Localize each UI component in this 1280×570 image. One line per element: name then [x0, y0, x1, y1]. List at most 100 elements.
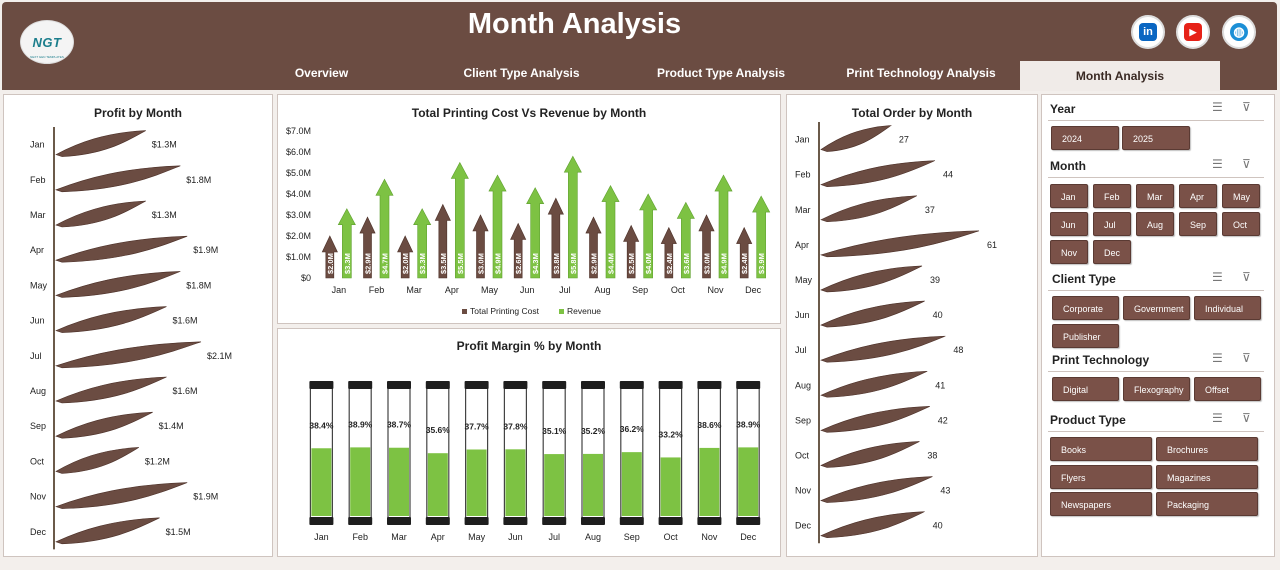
clear-filter-icon[interactable]: ⊽ [1242, 157, 1251, 171]
category-tick-label: Sep [795, 415, 811, 425]
month-chip[interactable]: Jul [1093, 212, 1131, 236]
multiselect-icon[interactable]: ☰ [1212, 411, 1223, 425]
revenue-data-label: $4.4M [607, 253, 616, 274]
x-tick-label: Oct [664, 532, 679, 542]
month-chip[interactable]: Jan [1050, 184, 1088, 208]
tab-print-technology-analysis[interactable]: Print Technology Analysis [846, 66, 996, 80]
category-tick-label: Jul [30, 351, 42, 361]
profit-bar [55, 411, 153, 439]
clear-filter-icon[interactable]: ⊽ [1242, 270, 1251, 284]
website-button[interactable]: ◍ [1222, 15, 1256, 49]
data-label: 38.6% [697, 420, 722, 430]
cost-data-label: $2.0M [401, 253, 410, 274]
margin-cap-bottom [387, 517, 411, 525]
product-type-chip[interactable]: Flyers [1050, 465, 1152, 489]
cost-bar [359, 216, 376, 279]
profit-bar [55, 376, 167, 404]
revenue-data-label: $5.8M [569, 253, 578, 274]
data-label: 37 [925, 205, 935, 215]
month-chip[interactable]: Aug [1136, 212, 1174, 236]
print-technology-slicer-title: Print Technology [1052, 353, 1150, 367]
data-label: 40 [933, 310, 943, 320]
cost-bar [397, 235, 414, 279]
x-tick-label: Mar [391, 532, 407, 542]
category-tick-label: Apr [30, 245, 44, 255]
profit-bar [55, 482, 188, 509]
client-type-chip[interactable]: Government [1123, 296, 1190, 320]
revenue-bar [413, 208, 432, 279]
print-technology-chip[interactable]: Digital [1052, 377, 1119, 401]
linkedin-button[interactable]: in [1131, 15, 1165, 49]
data-label: 37.8% [503, 421, 528, 431]
margin-cap-top [387, 381, 411, 389]
x-tick-label: Dec [745, 285, 762, 295]
x-tick-label: May [481, 285, 499, 295]
client-type-chip[interactable]: Corporate [1052, 296, 1119, 320]
tab-month-analysis[interactable]: Month Analysis [1020, 61, 1220, 91]
margin-cap-top [697, 381, 722, 389]
clear-filter-icon[interactable]: ⊽ [1242, 351, 1251, 365]
margin-cap-bottom [619, 517, 644, 525]
product-type-chip[interactable]: Brochures [1156, 437, 1258, 461]
month-chip[interactable]: Nov [1050, 240, 1088, 264]
multiselect-icon[interactable]: ☰ [1212, 351, 1223, 365]
revenue-bar [752, 195, 771, 279]
divider [1048, 120, 1264, 121]
month-chip[interactable]: Dec [1093, 240, 1131, 264]
year-chip[interactable]: 2025 [1122, 126, 1190, 150]
cost-data-label: $3.5M [439, 253, 448, 274]
revenue-bar [375, 178, 394, 279]
order-bar [820, 160, 936, 187]
month-chip[interactable]: Mar [1136, 184, 1174, 208]
order-bar [820, 195, 917, 223]
month-chip[interactable]: Oct [1222, 212, 1260, 236]
margin-cap-top [542, 381, 567, 389]
print-technology-chip[interactable]: Offset [1194, 377, 1261, 401]
category-tick-label: Feb [795, 170, 811, 180]
product-type-chip[interactable]: Packaging [1156, 492, 1258, 516]
revenue-data-label: $3.3M [418, 253, 427, 274]
data-label: $1.3M [152, 210, 177, 220]
y-tick-label: $1.0M [286, 252, 311, 262]
x-tick-label: Jul [548, 532, 560, 542]
month-chip[interactable]: May [1222, 184, 1260, 208]
year-chip[interactable]: 2024 [1051, 126, 1119, 150]
profit-bar [55, 341, 202, 369]
y-tick-label: $4.0M [286, 189, 311, 199]
youtube-button[interactable]: ▶ [1176, 15, 1210, 49]
revenue-data-label: $4.9M [720, 253, 729, 274]
category-tick-label: Dec [30, 527, 47, 537]
profit-margin-chart-title: Profit Margin % by Month [456, 339, 602, 353]
month-chip[interactable]: Feb [1093, 184, 1131, 208]
product-type-chip[interactable]: Magazines [1156, 465, 1258, 489]
tab-product-type-analysis[interactable]: Product Type Analysis [656, 66, 786, 80]
x-tick-label: Jul [559, 285, 571, 295]
month-chip[interactable]: Apr [1179, 184, 1217, 208]
order-bar [820, 300, 925, 328]
data-label: 35.6% [426, 425, 451, 435]
tab-client-type-analysis[interactable]: Client Type Analysis [463, 66, 580, 80]
client-type-chip[interactable]: Individual [1194, 296, 1261, 320]
x-tick-label: Feb [369, 285, 385, 295]
tab-overview[interactable]: Overview [294, 66, 349, 80]
product-type-chip[interactable]: Books [1050, 437, 1152, 461]
month-chip[interactable]: Jun [1050, 212, 1088, 236]
clear-filter-icon[interactable]: ⊽ [1242, 100, 1251, 114]
product-type-chip[interactable]: Newspapers [1050, 492, 1152, 516]
clear-filter-icon[interactable]: ⊽ [1242, 411, 1251, 425]
page-title: Month Analysis [467, 8, 682, 40]
print-technology-chip[interactable]: Flexography [1123, 377, 1190, 401]
client-type-chip[interactable]: Publisher [1052, 324, 1119, 348]
x-tick-label: Apr [431, 532, 445, 542]
month-chip[interactable]: Sep [1179, 212, 1217, 236]
margin-bar [311, 448, 332, 516]
category-tick-label: Nov [30, 492, 47, 502]
margin-cap-top [425, 381, 450, 389]
multiselect-icon[interactable]: ☰ [1212, 270, 1223, 284]
revenue-data-label: $5.5M [456, 253, 465, 274]
x-tick-label: Feb [352, 532, 368, 542]
multiselect-icon[interactable]: ☰ [1212, 100, 1223, 114]
multiselect-icon[interactable]: ☰ [1212, 157, 1223, 171]
data-label: 41 [935, 380, 945, 390]
margin-cap-top [309, 381, 334, 389]
